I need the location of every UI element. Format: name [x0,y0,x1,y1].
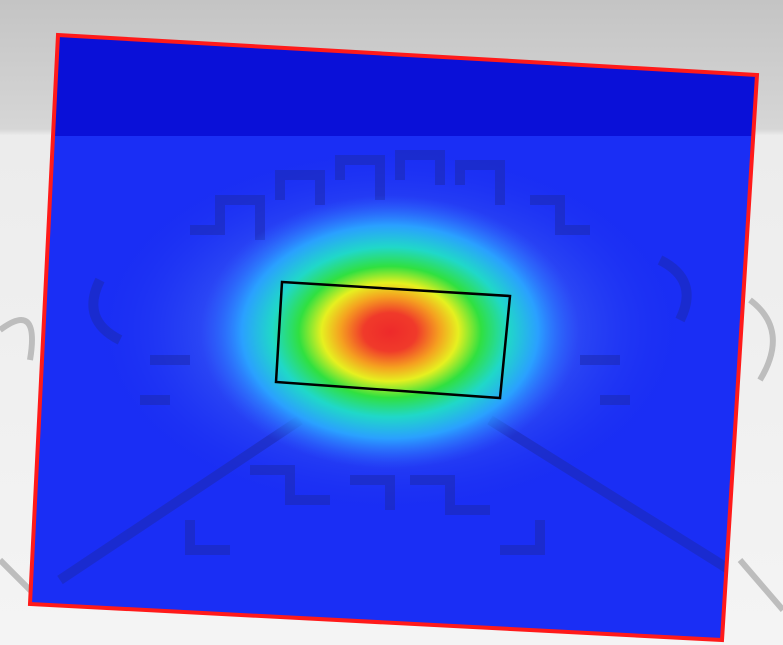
field-plane [0,0,783,645]
field-plot-view [0,0,783,645]
field-hotspot [200,195,580,469]
